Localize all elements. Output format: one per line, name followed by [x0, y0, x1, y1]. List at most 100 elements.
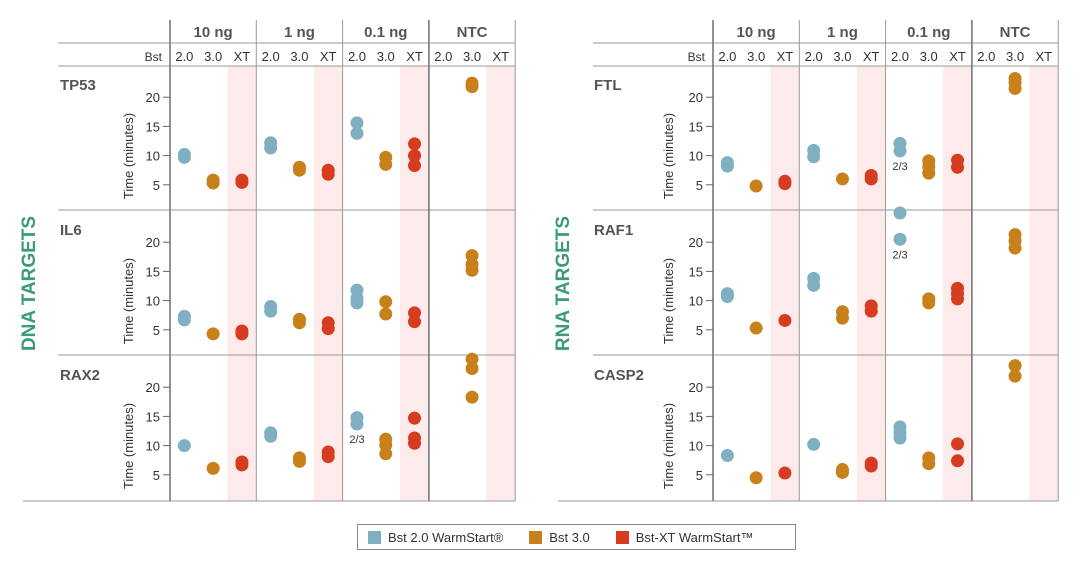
y-tick-label: 15 — [146, 119, 160, 134]
data-point — [835, 463, 849, 477]
data-point — [893, 206, 907, 220]
data-point — [807, 143, 821, 157]
concentration-header: NTC — [1000, 24, 1031, 41]
data-point — [408, 149, 422, 163]
data-point — [177, 147, 191, 161]
data-point — [778, 313, 792, 327]
data-point — [264, 299, 278, 313]
legend-swatch-bst20 — [368, 530, 381, 544]
data-point — [350, 126, 364, 140]
concentration-header: 1 ng — [284, 24, 315, 41]
concentration-header: 1 ng — [827, 24, 858, 41]
data-point — [235, 173, 249, 187]
data-point — [720, 287, 734, 301]
variant-label: XT — [863, 49, 880, 64]
data-point — [807, 437, 821, 451]
target-name: TP53 — [60, 77, 96, 94]
data-point — [1008, 72, 1022, 86]
data-point — [893, 232, 907, 246]
variant-label: 2.0 — [175, 49, 193, 64]
data-point — [864, 299, 878, 313]
data-point — [465, 390, 479, 404]
legend-item-bstxt: Bst-XT WarmStart™ — [615, 530, 754, 545]
data-point — [1008, 359, 1022, 373]
y-axis-title: Time (minutes) — [121, 403, 136, 489]
data-point — [951, 281, 965, 295]
data-point — [720, 156, 734, 170]
variant-label: 3.0 — [463, 49, 481, 64]
y-axis-title: Time (minutes) — [661, 113, 676, 199]
y-axis-title: Time (minutes) — [661, 258, 676, 344]
variant-label: 3.0 — [920, 49, 938, 64]
y-tick-label: 20 — [146, 90, 160, 105]
y-tick-label: 5 — [153, 323, 160, 338]
bst-axis-prefix: Bst — [688, 50, 706, 64]
variant-label: 3.0 — [204, 49, 222, 64]
variant-label: XT — [949, 49, 966, 64]
legend-swatch-bstxt — [615, 530, 629, 544]
variant-label: XT — [1036, 49, 1053, 64]
data-point — [350, 283, 364, 297]
data-point — [379, 150, 393, 164]
target-name: FTL — [594, 77, 622, 94]
data-point — [379, 307, 393, 321]
data-point — [778, 174, 792, 188]
data-point — [749, 321, 763, 335]
data-point — [749, 471, 763, 485]
data-point — [951, 454, 965, 468]
target-name: IL6 — [60, 222, 82, 239]
y-tick-label: 5 — [153, 178, 160, 193]
data-point — [951, 153, 965, 167]
variant-label: 3.0 — [1006, 49, 1024, 64]
category-label: RNA TARGETS — [553, 216, 574, 351]
data-point — [321, 316, 335, 330]
data-point — [951, 437, 965, 451]
data-point — [1008, 369, 1022, 383]
data-point — [292, 160, 306, 174]
data-point — [292, 451, 306, 465]
variant-label: XT — [777, 49, 794, 64]
concentration-header: 0.1 ng — [364, 24, 407, 41]
variant-label: 2.0 — [434, 49, 452, 64]
data-point — [408, 159, 422, 173]
y-axis-title: Time (minutes) — [121, 113, 136, 199]
data-point — [778, 466, 792, 480]
y-tick-label: 15 — [689, 119, 703, 134]
y-tick-label: 5 — [696, 468, 703, 483]
bst-axis-prefix: Bst — [145, 50, 163, 64]
y-tick-label: 20 — [689, 235, 703, 250]
legend-label-bst30: Bst 3.0 — [549, 529, 590, 545]
xt-column-shade — [856, 66, 886, 501]
replicate-note: 2/3 — [349, 434, 364, 446]
y-tick-label: 15 — [689, 409, 703, 424]
y-tick-label: 5 — [696, 323, 703, 338]
data-point — [864, 456, 878, 470]
legend-label-bst20: Bst 2.0 WarmStart® — [388, 529, 504, 545]
y-tick-label: 10 — [689, 439, 703, 454]
y-tick-label: 15 — [689, 264, 703, 279]
data-point — [292, 312, 306, 326]
xt-column-shade — [486, 66, 516, 501]
y-tick-label: 20 — [146, 380, 160, 395]
data-point — [465, 362, 479, 376]
target-name: RAX2 — [60, 367, 100, 384]
variant-label: 3.0 — [377, 49, 395, 64]
xt-column-shade — [227, 66, 257, 501]
variant-label: 2.0 — [348, 49, 366, 64]
data-point — [922, 154, 936, 168]
data-point — [206, 461, 220, 475]
data-point — [206, 327, 220, 341]
y-tick-label: 10 — [689, 149, 703, 164]
variant-label: 2.0 — [977, 49, 995, 64]
data-point — [408, 411, 422, 425]
concentration-header: 0.1 ng — [907, 24, 950, 41]
data-point — [206, 173, 220, 187]
y-tick-label: 5 — [696, 178, 703, 193]
y-tick-label: 10 — [146, 439, 160, 454]
legend-swatch-bst30 — [529, 530, 543, 544]
y-tick-label: 10 — [146, 294, 160, 309]
data-point — [720, 449, 734, 463]
data-point — [922, 451, 936, 465]
xt-column-shade — [1029, 66, 1059, 501]
